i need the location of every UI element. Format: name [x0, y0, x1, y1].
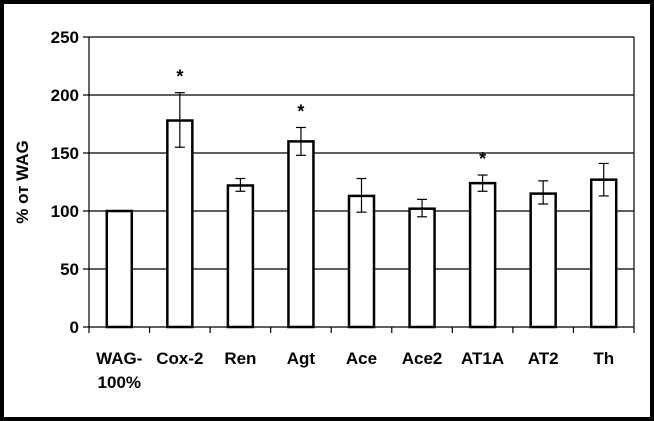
- significance-markers: * * *: [176, 67, 486, 169]
- chart-frame: * * * 0 50 100 150 200 250 WAG- 100% Cox-2 Ren Agt A…: [4, 4, 650, 417]
- y-tick-label: 0: [70, 318, 79, 337]
- error-bars: [174, 92, 609, 218]
- bar: [287, 140, 315, 329]
- x-tick-label: WAG-: [96, 349, 142, 368]
- x-tick-label: Agt: [287, 349, 316, 368]
- x-tick-label: Ren: [224, 349, 256, 368]
- significance-star: *: [479, 149, 486, 169]
- x-tick-label: AT1A: [461, 349, 504, 368]
- bar-chart: * * * 0 50 100 150 200 250 WAG- 100% Cox-2 Ren Agt A…: [13, 28, 635, 392]
- bar: [468, 181, 497, 329]
- bar: [166, 119, 194, 329]
- y-tick-label: 50: [60, 260, 79, 279]
- x-tick-label: Ace: [346, 349, 377, 368]
- y-tick-labels: 0 50 100 150 200 250: [51, 28, 79, 337]
- x-tick-label: Ace2: [402, 349, 443, 368]
- x-tick-labels: WAG- 100% Cox-2 Ren Agt Ace Ace2 AT1A AT2 Th: [96, 349, 614, 392]
- x-tick-label: Cox-2: [156, 349, 203, 368]
- bar: [529, 192, 557, 329]
- significance-star: *: [297, 101, 304, 121]
- bar: [105, 209, 134, 329]
- significance-star: *: [176, 67, 183, 87]
- y-tick-label: 250: [51, 28, 79, 47]
- bar: [589, 178, 618, 329]
- y-axis-label: % от WAG: [13, 140, 32, 223]
- x-tick-label: AT2: [528, 349, 559, 368]
- y-tick-label: 150: [51, 144, 79, 163]
- bar: [347, 194, 376, 329]
- y-tick-label: 100: [51, 202, 79, 221]
- bar: [226, 184, 255, 329]
- x-tick-label-line2: 100%: [98, 373, 141, 392]
- bars: [105, 119, 618, 329]
- bar: [408, 207, 436, 329]
- x-tick-label: Th: [593, 349, 614, 368]
- y-tick-label: 200: [51, 86, 79, 105]
